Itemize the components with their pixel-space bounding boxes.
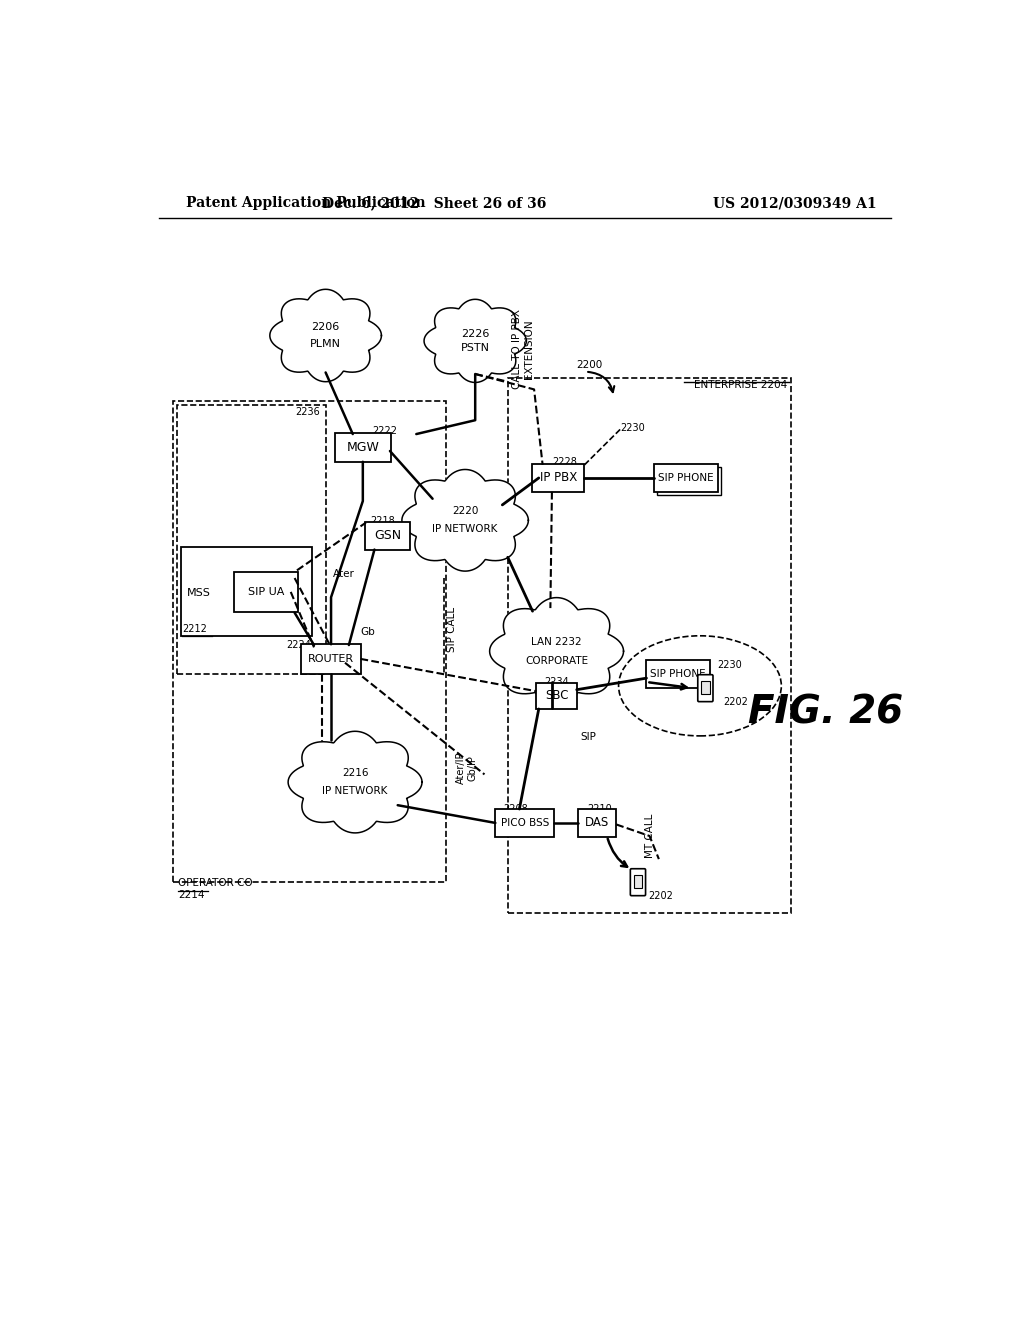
Bar (531, 465, 585, 492)
Text: 2228: 2228 (553, 457, 578, 467)
Text: MT CALL: MT CALL (644, 814, 654, 858)
Text: IP NETWORK: IP NETWORK (432, 524, 498, 535)
Text: Ater/IP
Gb/IP: Ater/IP Gb/IP (456, 752, 477, 784)
Text: PLMN: PLMN (310, 339, 341, 348)
Text: 2222: 2222 (372, 426, 397, 437)
Bar (366, 521, 410, 549)
Text: 2226: 2226 (461, 329, 489, 339)
Text: SBC: SBC (545, 689, 568, 702)
Text: 2200: 2200 (575, 360, 602, 370)
Text: IP PBX: IP PBX (540, 471, 577, 484)
Bar (578, 809, 616, 837)
Text: DAS: DAS (585, 816, 609, 829)
Bar (537, 682, 577, 709)
FancyBboxPatch shape (631, 869, 645, 896)
Text: SIP: SIP (581, 733, 596, 742)
Text: LAN 2232: LAN 2232 (531, 636, 582, 647)
Text: 2220: 2220 (452, 507, 478, 516)
Text: PSTN: PSTN (461, 343, 489, 354)
Text: US 2012/0309349 A1: US 2012/0309349 A1 (713, 197, 877, 210)
Text: IP NETWORK: IP NETWORK (323, 785, 388, 796)
Text: Dec. 6, 2012   Sheet 26 of 36: Dec. 6, 2012 Sheet 26 of 36 (322, 197, 547, 210)
Text: MSS: MSS (187, 589, 211, 598)
Bar (701, 681, 710, 693)
Text: ROUTER: ROUTER (308, 653, 354, 664)
Bar (335, 433, 391, 462)
Text: 2202: 2202 (723, 697, 749, 708)
Bar (173, 401, 445, 882)
Text: ENTERPRISE 2204: ENTERPRISE 2204 (693, 380, 786, 391)
Text: GSN: GSN (374, 529, 401, 543)
Polygon shape (288, 731, 422, 833)
Text: 2230: 2230 (717, 660, 741, 671)
Text: Gb: Gb (360, 627, 375, 638)
Bar (634, 875, 642, 887)
Bar (646, 660, 710, 688)
Bar (234, 572, 298, 612)
Bar (654, 465, 718, 492)
Text: 2208: 2208 (503, 804, 527, 813)
Text: 2218: 2218 (370, 516, 394, 525)
Bar (177, 405, 326, 675)
Bar (180, 548, 312, 636)
Text: SIP UA: SIP UA (248, 587, 284, 597)
Text: SIP CALL: SIP CALL (446, 607, 457, 652)
Text: 2234: 2234 (544, 677, 569, 688)
Polygon shape (489, 598, 624, 705)
Bar (301, 644, 361, 673)
Text: 2216: 2216 (342, 768, 369, 779)
Text: Ater: Ater (333, 569, 354, 579)
Polygon shape (424, 300, 526, 383)
Text: MGW: MGW (346, 441, 379, 454)
Bar (657, 467, 721, 495)
Bar (508, 378, 791, 913)
Bar (496, 809, 554, 837)
Text: CALL TO IP PBX
EXTENSION: CALL TO IP PBX EXTENSION (512, 309, 535, 389)
Text: 2214: 2214 (178, 890, 205, 900)
Text: 2210: 2210 (588, 804, 612, 813)
Text: 2202: 2202 (648, 891, 673, 902)
FancyBboxPatch shape (697, 675, 713, 702)
Text: FIG. 26: FIG. 26 (748, 694, 903, 731)
Text: CORPORATE: CORPORATE (525, 656, 588, 665)
Text: 2230: 2230 (621, 422, 645, 433)
Text: SIP PHONE: SIP PHONE (650, 669, 707, 680)
Text: Patent Application Publication: Patent Application Publication (186, 197, 426, 210)
Text: 2212: 2212 (182, 624, 207, 635)
Text: SIP PHONE: SIP PHONE (658, 473, 714, 483)
Text: OPERATOR CO: OPERATOR CO (178, 878, 253, 888)
Text: 2206: 2206 (311, 322, 340, 333)
Text: PICO BSS: PICO BSS (501, 818, 549, 828)
Polygon shape (270, 289, 381, 381)
Polygon shape (401, 470, 528, 572)
Text: 2236: 2236 (296, 407, 321, 417)
Text: 2224: 2224 (286, 640, 311, 649)
